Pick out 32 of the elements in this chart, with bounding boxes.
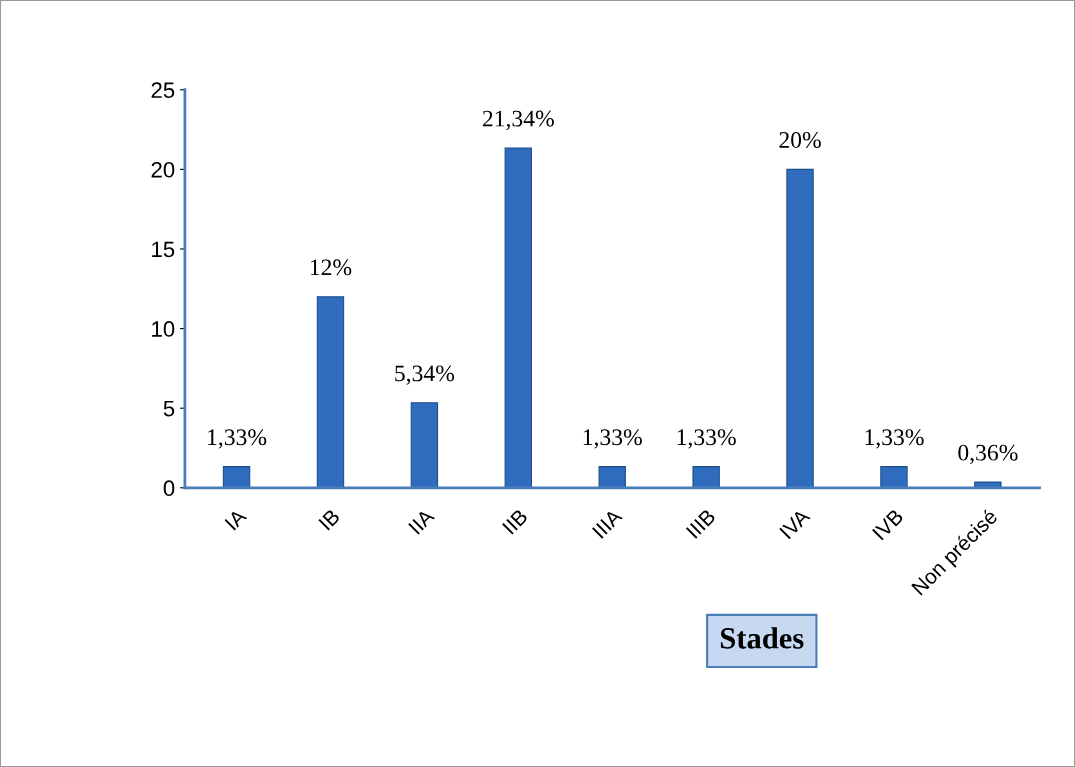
bar	[222, 466, 251, 488]
y-tick-label: 10	[152, 321, 175, 337]
bar	[692, 466, 720, 488]
bar	[316, 296, 345, 488]
x-axis-title: Stades	[720, 627, 804, 649]
data-label: 0,36%	[958, 444, 1018, 465]
x-tick-label: IIB	[502, 508, 529, 535]
x-tick-label: IVA	[779, 507, 811, 540]
bar	[880, 466, 908, 488]
y-tick-label: 15	[152, 241, 175, 258]
bar	[786, 168, 814, 488]
data-label: 1,33%	[583, 429, 642, 449]
bar	[504, 147, 533, 488]
bar	[598, 466, 626, 488]
data-label: 21,34%	[482, 110, 554, 130]
bar	[410, 402, 439, 488]
x-tick-label: IIIB	[685, 508, 717, 539]
data-label: 1,33%	[677, 429, 736, 449]
x-tick-label: IVB	[872, 508, 904, 541]
y-tick-label: 5	[163, 400, 175, 417]
data-label: 20%	[779, 131, 821, 148]
data-label: 1,33%	[208, 429, 267, 449]
y-tick-label: 25	[151, 82, 175, 99]
data-label: 5,34%	[395, 365, 455, 385]
data-label: 1,33%	[865, 429, 924, 449]
y-tick-label: 0	[163, 480, 175, 497]
x-tick-label: IA	[224, 507, 248, 531]
x-tick-label: IIIA	[592, 507, 623, 539]
data-label: 12%	[310, 259, 352, 276]
y-tick-label: 20	[151, 161, 175, 178]
x-tick-label: IB	[318, 508, 341, 531]
x-tick-label: IIA	[408, 507, 436, 535]
